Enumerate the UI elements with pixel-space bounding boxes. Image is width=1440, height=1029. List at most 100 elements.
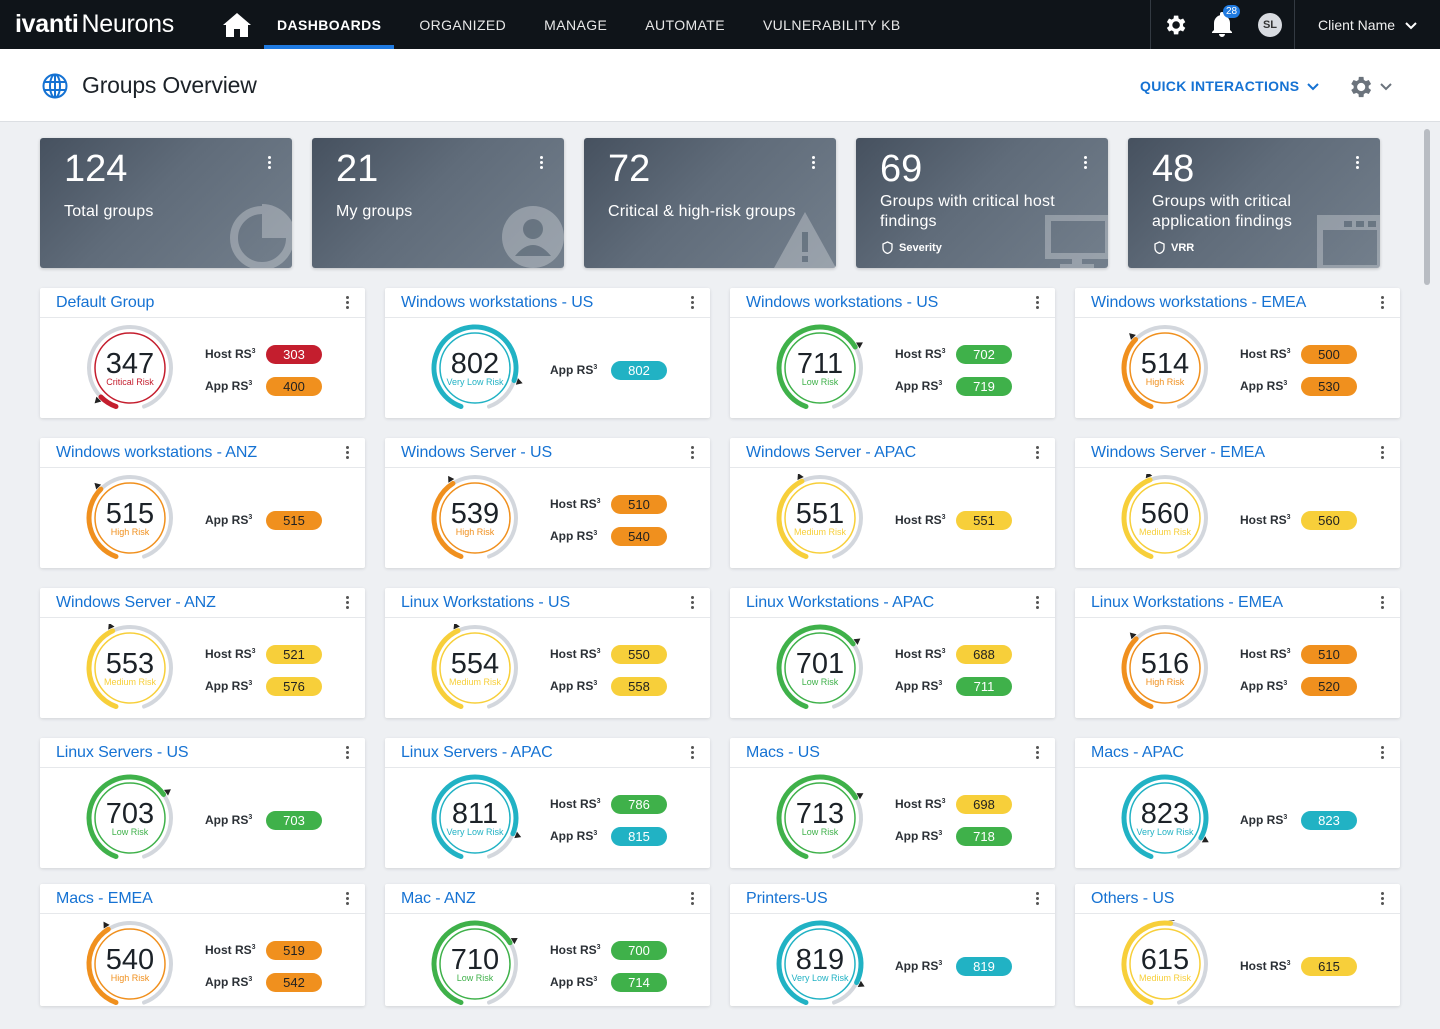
more-options-icon[interactable] <box>346 596 349 609</box>
more-options-icon[interactable] <box>1356 156 1359 169</box>
stat-label: Total groups <box>64 203 154 220</box>
host-rs-badge: 510 <box>611 495 667 514</box>
scrollbar-track[interactable] <box>1422 122 1440 1029</box>
more-options-icon[interactable] <box>346 296 349 309</box>
group-name-link[interactable]: Linux Servers - APAC <box>401 744 553 761</box>
group-card[interactable]: Windows Server - APAC 551 Medium Risk Host … <box>730 438 1055 568</box>
more-options-icon[interactable] <box>540 156 543 169</box>
group-card[interactable]: Macs - APAC 823 Very Low Risk App RS3 823 <box>1075 738 1400 868</box>
more-options-icon[interactable] <box>812 156 815 169</box>
more-options-icon[interactable] <box>346 446 349 459</box>
group-card[interactable]: Windows Server - US 539 High Risk Host RS3 5… <box>385 438 710 568</box>
group-card[interactable]: Macs - US 713 Low Risk Host RS3 698 App RS3 71… <box>730 738 1055 868</box>
user-avatar[interactable]: SL <box>1246 0 1294 49</box>
notifications-bell-icon[interactable]: 28 <box>1198 0 1246 49</box>
tab-organized[interactable]: ORGANIZED <box>419 16 507 33</box>
group-name-link[interactable]: Macs - US <box>746 744 820 761</box>
group-card[interactable]: Others - US 615 Medium Risk Host RS3 615 <box>1075 884 1400 1006</box>
tab-vulnerability-kb[interactable]: VULNERABILITY KB <box>762 16 901 33</box>
more-options-icon[interactable] <box>1084 156 1087 169</box>
scrollbar-thumb[interactable] <box>1424 129 1430 285</box>
group-name-link[interactable]: Macs - APAC <box>1091 744 1184 761</box>
more-options-icon[interactable] <box>1036 446 1039 459</box>
group-name-link[interactable]: Windows Server - ANZ <box>56 594 216 611</box>
host-rs-label: Host RS3 <box>550 797 601 811</box>
more-options-icon[interactable] <box>1036 296 1039 309</box>
group-name-link[interactable]: Linux Servers - US <box>56 744 189 761</box>
more-options-icon[interactable] <box>691 596 694 609</box>
group-name-link[interactable]: Linux Workstations - APAC <box>746 594 935 611</box>
group-card[interactable]: Mac - ANZ 710 Low Risk Host RS3 700 App RS3 71… <box>385 884 710 1006</box>
more-options-icon[interactable] <box>1381 746 1384 759</box>
group-card[interactable]: Macs - EMEA 540 High Risk Host RS3 519 App RS… <box>40 884 365 1006</box>
group-card[interactable]: Windows workstations - US 711 Low Risk Host… <box>730 288 1055 418</box>
more-options-icon[interactable] <box>1381 596 1384 609</box>
more-options-icon[interactable] <box>691 746 694 759</box>
host-rs-text: Host RS <box>550 943 597 957</box>
more-options-icon[interactable] <box>691 296 694 309</box>
quick-interactions-button[interactable]: QUICK INTERACTIONS <box>1140 78 1320 94</box>
group-name-link[interactable]: Windows workstations - ANZ <box>56 444 258 461</box>
group-card[interactable]: Linux Workstations - EMEA 516 High Risk Hos… <box>1075 588 1400 718</box>
more-options-icon[interactable] <box>691 446 694 459</box>
group-name-link[interactable]: Windows workstations - US <box>401 294 594 311</box>
tab-automate[interactable]: AUTOMATE <box>645 16 725 33</box>
more-options-icon[interactable] <box>691 892 694 905</box>
group-card[interactable]: Linux Workstations - APAC 701 Low Risk Host… <box>730 588 1055 718</box>
app-rs-text: App RS <box>550 975 594 989</box>
stat-card-critical-application-findings[interactable]: 48 Groups with critical application find… <box>1128 138 1380 268</box>
group-card[interactable]: Windows Server - ANZ 553 Medium Risk Host R… <box>40 588 365 718</box>
more-options-icon[interactable] <box>268 156 271 169</box>
group-card[interactable]: Linux Servers - APAC 811 Very Low Risk Host… <box>385 738 710 868</box>
group-card[interactable]: Windows workstations - ANZ 515 High Risk Ap… <box>40 438 365 568</box>
group-card[interactable]: Linux Workstations - US 554 Medium Risk Hos… <box>385 588 710 718</box>
stat-card-critical-high-risk[interactable]: 72 Critical & high-risk groups <box>584 138 836 268</box>
app-rs-badge: 819 <box>956 957 1012 976</box>
more-options-icon[interactable] <box>1381 446 1384 459</box>
tab-dashboards[interactable]: DASHBOARDS <box>264 0 395 49</box>
logo[interactable]: ivanti Neurons <box>0 0 210 49</box>
risk-score-gauge <box>776 624 863 710</box>
group-name-link[interactable]: Mac - ANZ <box>401 890 476 907</box>
tab-manage[interactable]: MANAGE <box>544 16 608 33</box>
group-card[interactable]: Printers-US 819 Very Low Risk App RS3 819 <box>730 884 1055 1006</box>
group-name-link[interactable]: Windows workstations - EMEA <box>1091 294 1307 311</box>
group-card-header: Macs - APAC <box>1075 738 1400 768</box>
more-options-icon[interactable] <box>346 892 349 905</box>
client-selector[interactable]: Client Name <box>1294 0 1440 49</box>
more-options-icon[interactable] <box>1036 596 1039 609</box>
app-rs-badge: 718 <box>956 827 1012 846</box>
group-name-link[interactable]: Others - US <box>1091 890 1175 907</box>
group-name-link[interactable]: Windows workstations - US <box>746 294 939 311</box>
app-rs-text: App RS <box>895 959 939 973</box>
group-card-header: Macs - US <box>730 738 1055 768</box>
score-marker-icon <box>1145 474 1153 479</box>
group-card[interactable]: Windows Server - EMEA 560 Medium Risk Host … <box>1075 438 1400 568</box>
stat-card-critical-host-findings[interactable]: 69 Groups with critical host findings Se… <box>856 138 1108 268</box>
group-name-link[interactable]: Windows Server - EMEA <box>1091 444 1265 461</box>
more-options-icon[interactable] <box>1036 892 1039 905</box>
group-name-link[interactable]: Default Group <box>56 294 155 311</box>
group-name-link[interactable]: Macs - EMEA <box>56 890 153 907</box>
stat-card-my-groups[interactable]: 21 My groups <box>312 138 564 268</box>
stat-card-total-groups[interactable]: 124 Total groups <box>40 138 292 268</box>
group-card[interactable]: Windows workstations - EMEA 514 High Risk H… <box>1075 288 1400 418</box>
group-name-link[interactable]: Linux Workstations - EMEA <box>1091 594 1283 611</box>
dashboard-settings-button[interactable] <box>1346 73 1392 101</box>
group-name-link[interactable]: Windows Server - APAC <box>746 444 917 461</box>
group-card[interactable]: Windows workstations - US 802 Very Low Ris… <box>385 288 710 418</box>
more-options-icon[interactable] <box>346 746 349 759</box>
group-name-link[interactable]: Printers-US <box>746 890 828 907</box>
more-options-icon[interactable] <box>1381 296 1384 309</box>
group-name-link[interactable]: Windows Server - US <box>401 444 553 461</box>
settings-gear-icon[interactable] <box>1150 0 1198 49</box>
more-options-icon[interactable] <box>1381 892 1384 905</box>
host-rs-badge: 510 <box>1301 645 1357 664</box>
group-card[interactable]: Default Group 347 Critical Risk Host RS3 303… <box>40 288 365 418</box>
group-card[interactable]: Linux Servers - US 703 Low Risk App RS3 703 <box>40 738 365 868</box>
gauge-risk-label: Medium Risk <box>103 677 156 687</box>
group-name-link[interactable]: Linux Workstations - US <box>401 594 571 611</box>
top-nav: ivanti Neurons DASHBOARDS ORGANIZED MANA… <box>0 0 1440 49</box>
home-icon[interactable] <box>210 0 264 49</box>
more-options-icon[interactable] <box>1036 746 1039 759</box>
